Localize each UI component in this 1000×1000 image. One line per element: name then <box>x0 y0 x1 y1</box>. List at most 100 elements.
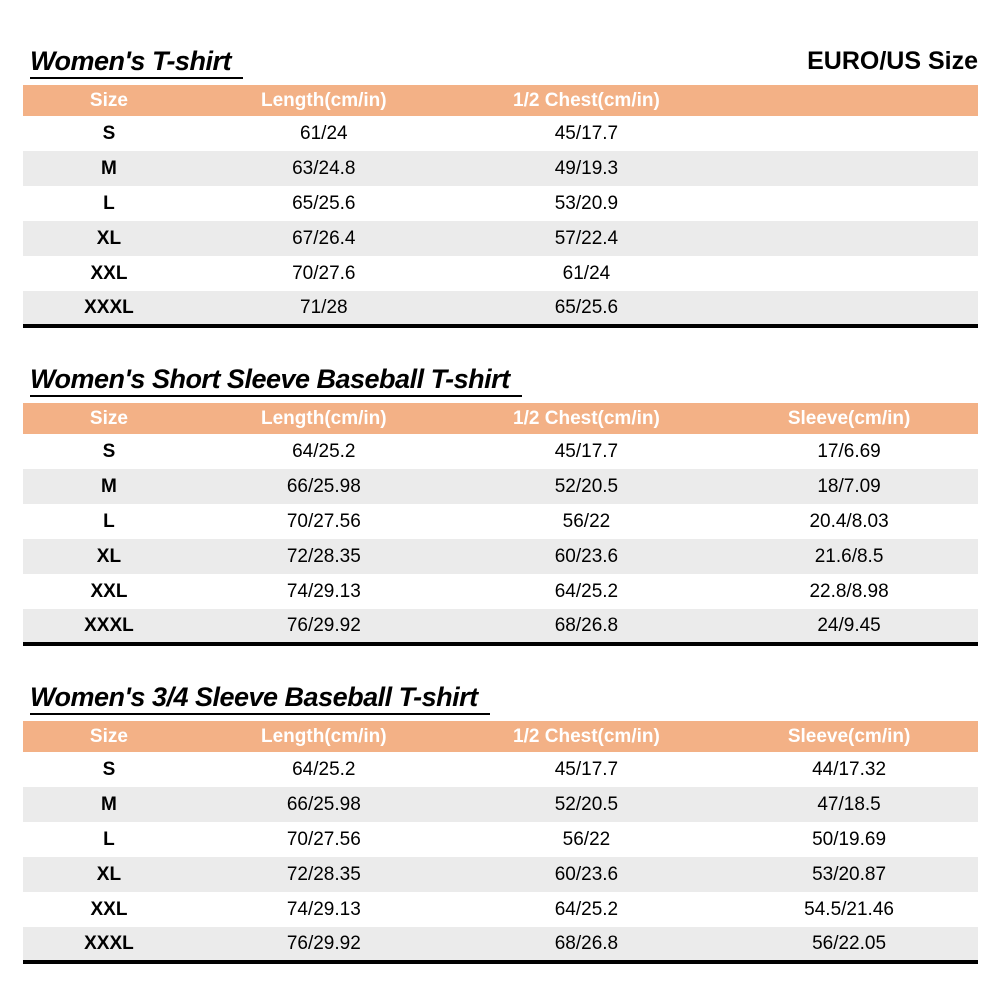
table-row: L 70/27.56 56/22 50/19.69 <box>23 822 978 857</box>
value-cell: 70/27.56 <box>286 828 361 850</box>
table-row: M 66/25.98 52/20.5 18/7.09 <box>23 469 978 504</box>
column-header <box>720 85 978 116</box>
section-header: Women's 3/4 Sleeve Baseball T-shirt <box>23 682 978 715</box>
value-cell: 54.5/21.46 <box>804 898 894 920</box>
value-cell: 64/25.2 <box>292 440 356 462</box>
three-quarter-sleeve-baseball-section: Women's 3/4 Sleeve Baseball T-shirt Size… <box>23 682 978 964</box>
short-sleeve-baseball-section: Women's Short Sleeve Baseball T-shirt Si… <box>23 364 978 646</box>
column-header: 1/2 Chest(cm/in) <box>452 403 721 434</box>
column-header: Size <box>23 85 195 116</box>
size-cell: L <box>103 192 115 214</box>
value-cell: 20.4/8.03 <box>809 510 889 532</box>
size-table: Size Length(cm/in) 1/2 Chest(cm/in) Sleeve(… <box>23 403 978 646</box>
value-cell: 74/29.13 <box>286 898 361 920</box>
column-header: Size <box>23 721 195 752</box>
value-cell: 71/28 <box>300 296 348 318</box>
table-row: XXL 74/29.13 64/25.2 54.5/21.46 <box>23 892 978 927</box>
value-cell: 64/25.2 <box>554 580 619 602</box>
size-cell: S <box>102 122 116 144</box>
value-cell: 45/17.7 <box>554 758 619 780</box>
value-cell: 61/24 <box>562 262 611 284</box>
table-row: XL 67/26.4 57/22.4 <box>23 221 978 256</box>
value-cell: 67/26.4 <box>292 227 356 249</box>
value-cell <box>720 186 978 221</box>
size-cell: XL <box>96 863 122 885</box>
table-row: S 61/24 45/17.7 <box>23 116 978 151</box>
size-standard-label: EURO/US Size <box>807 47 978 75</box>
value-cell: 66/25.98 <box>286 793 361 815</box>
value-cell: 53/20.9 <box>554 192 619 214</box>
value-cell: 57/22.4 <box>554 227 619 249</box>
size-table: Size Length(cm/in) 1/2 Chest(cm/in) Sleeve(… <box>23 721 978 964</box>
value-cell: 70/27.56 <box>286 510 361 532</box>
value-cell: 66/25.98 <box>286 475 361 497</box>
value-cell: 17/6.69 <box>817 440 881 462</box>
value-cell: 56/22 <box>562 828 611 850</box>
value-cell: 64/25.2 <box>292 758 356 780</box>
size-cell: XXL <box>90 898 128 920</box>
section-header: Women's T-shirt EURO/US Size <box>23 46 978 79</box>
value-cell: 52/20.5 <box>554 793 619 815</box>
value-cell: 61/24 <box>300 122 348 144</box>
size-table: Size Length(cm/in) 1/2 Chest(cm/in) S 61/24… <box>23 85 978 328</box>
womens-tshirt-section: Women's T-shirt EURO/US Size Size Length(… <box>23 46 978 328</box>
value-cell: 18/7.09 <box>817 475 881 497</box>
table-row: S 64/25.2 45/17.7 17/6.69 <box>23 434 978 469</box>
table-row: XXL 70/27.6 61/24 <box>23 256 978 291</box>
value-cell: 52/20.5 <box>554 475 619 497</box>
value-cell: 74/29.13 <box>286 580 361 602</box>
value-cell: 49/19.3 <box>554 157 619 179</box>
table-row: XL 72/28.35 60/23.6 21.6/8.5 <box>23 539 978 574</box>
table-row: M 66/25.98 52/20.5 47/18.5 <box>23 787 978 822</box>
value-cell: 72/28.35 <box>286 545 361 567</box>
value-cell: 24/9.45 <box>817 614 881 636</box>
value-cell: 44/17.32 <box>812 758 887 780</box>
column-header: Sleeve(cm/in) <box>720 403 978 434</box>
table-row: XL 72/28.35 60/23.6 53/20.87 <box>23 857 978 892</box>
column-header: Size <box>23 403 195 434</box>
table-row: XXXL 76/29.92 68/26.8 24/9.45 <box>23 609 978 644</box>
table-row: S 64/25.2 45/17.7 44/17.32 <box>23 752 978 787</box>
size-cell: L <box>103 510 115 532</box>
table-row: XXL 74/29.13 64/25.2 22.8/8.98 <box>23 574 978 609</box>
value-cell: 47/18.5 <box>817 793 881 815</box>
size-cell: S <box>102 440 116 462</box>
value-cell: 56/22.05 <box>812 932 887 954</box>
table-row: XXXL 71/28 65/25.6 <box>23 291 978 326</box>
column-header: Sleeve(cm/in) <box>720 721 978 752</box>
value-cell: 68/26.8 <box>554 614 619 636</box>
size-cell: XXXL <box>84 614 134 636</box>
table-row: XXXL 76/29.92 68/26.8 56/22.05 <box>23 927 978 962</box>
value-cell <box>720 221 978 256</box>
section-header: Women's Short Sleeve Baseball T-shirt <box>23 364 978 397</box>
value-cell <box>720 291 978 326</box>
value-cell: 53/20.87 <box>812 863 887 885</box>
size-cell: XXL <box>90 262 128 284</box>
value-cell: 63/24.8 <box>292 157 356 179</box>
value-cell: 56/22 <box>562 510 611 532</box>
size-cell: XXXL <box>84 932 134 954</box>
value-cell: 70/27.6 <box>292 262 356 284</box>
table-title: Women's 3/4 Sleeve Baseball T-shirt <box>30 682 490 715</box>
table-title: Women's Short Sleeve Baseball T-shirt <box>30 364 522 397</box>
value-cell: 68/26.8 <box>554 932 619 954</box>
size-cell: XL <box>96 545 122 567</box>
value-cell: 50/19.69 <box>812 828 887 850</box>
column-header: Length(cm/in) <box>194 721 453 752</box>
size-cell: XXXL <box>84 296 134 318</box>
value-cell: 21.6/8.5 <box>814 545 884 567</box>
value-cell <box>720 116 978 151</box>
value-cell: 60/23.6 <box>554 545 619 567</box>
value-cell <box>720 256 978 291</box>
column-header: Length(cm/in) <box>194 403 453 434</box>
column-header: 1/2 Chest(cm/in) <box>452 85 721 116</box>
size-cell: M <box>101 475 117 497</box>
column-header: 1/2 Chest(cm/in) <box>452 721 721 752</box>
table-row: M 63/24.8 49/19.3 <box>23 151 978 186</box>
value-cell: 64/25.2 <box>554 898 619 920</box>
value-cell: 65/25.6 <box>292 192 356 214</box>
table-title: Women's T-shirt <box>30 46 243 79</box>
value-cell: 72/28.35 <box>286 863 361 885</box>
value-cell <box>720 151 978 186</box>
column-header: Length(cm/in) <box>194 85 453 116</box>
